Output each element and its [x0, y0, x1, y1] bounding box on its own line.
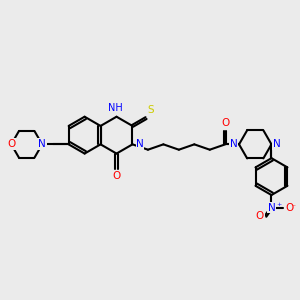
Text: O: O: [285, 203, 293, 213]
Text: N: N: [230, 140, 238, 149]
Text: ⁻: ⁻: [292, 202, 296, 211]
Text: O: O: [256, 211, 264, 221]
Text: +: +: [277, 202, 282, 207]
Text: N: N: [268, 203, 275, 213]
Text: O: O: [112, 171, 121, 181]
Text: S: S: [148, 105, 154, 115]
Text: O: O: [7, 140, 15, 149]
Text: N: N: [38, 140, 46, 149]
Text: N: N: [273, 140, 281, 149]
Text: N: N: [136, 140, 144, 149]
Text: O: O: [221, 118, 229, 128]
Text: NH: NH: [108, 103, 122, 113]
